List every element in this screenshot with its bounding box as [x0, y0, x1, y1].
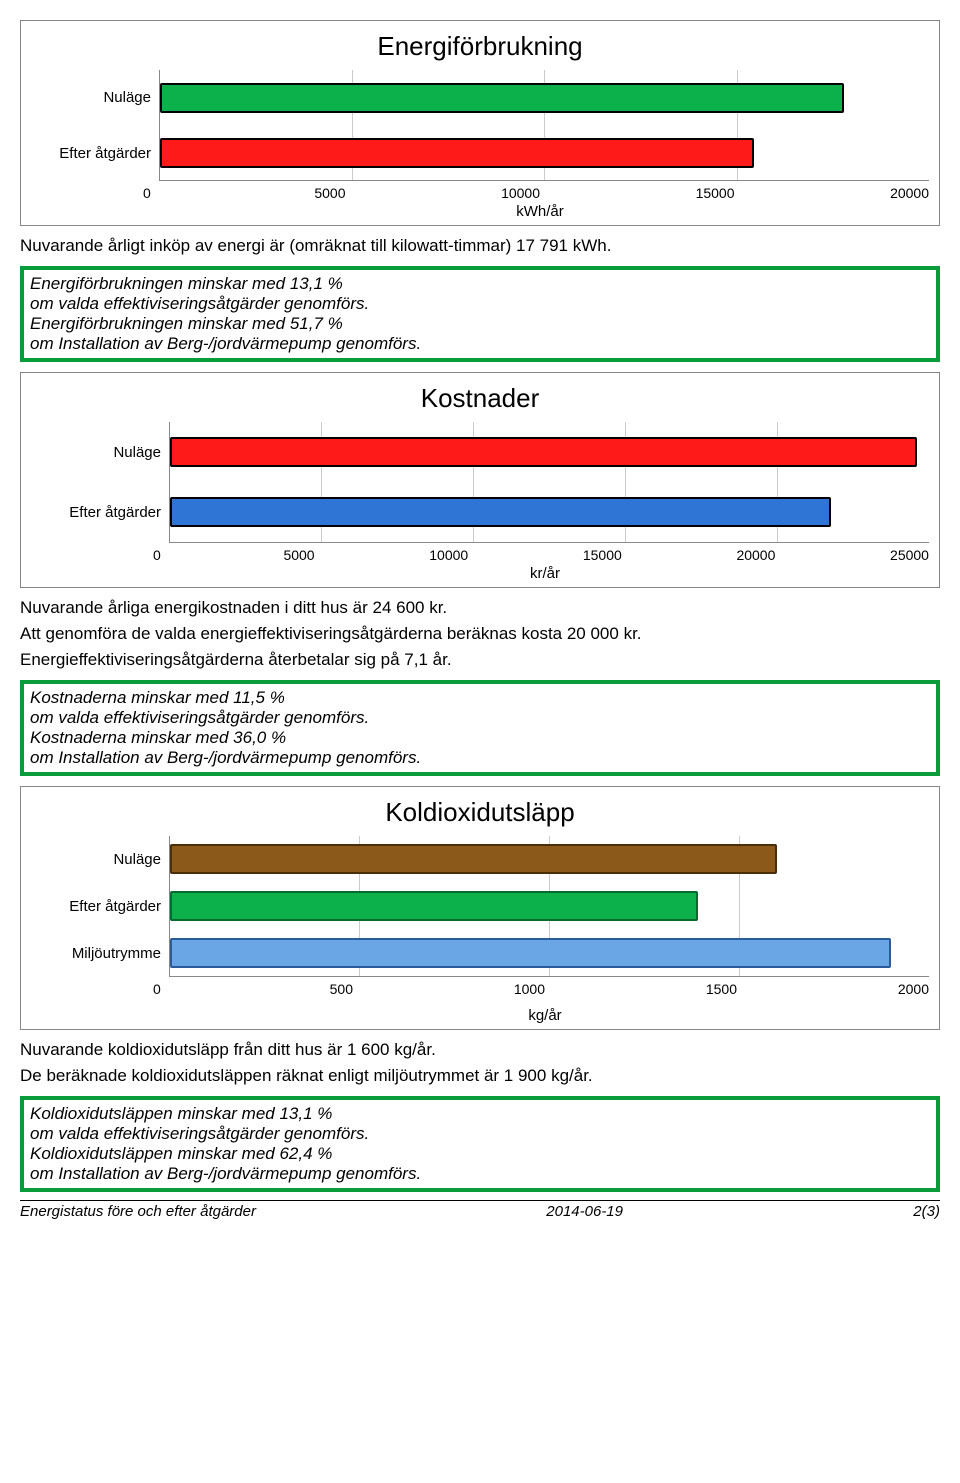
chart-category-label: Efter åtgärder [31, 493, 161, 533]
text-cost-payback: Energieffektiviseringsåtgärderna återbet… [20, 650, 940, 670]
chart-ylabels: Nuläge Efter åtgärder [31, 70, 159, 181]
chart-category-label: Nuläge [31, 432, 161, 472]
chart-xtick: 2000 [737, 981, 929, 997]
chart-xticks: 0500100015002000 [161, 981, 929, 997]
chart-xtick: 20000 [735, 185, 930, 201]
summary-line: Koldioxidutsläppen minskar med 62,4 % [30, 1144, 930, 1164]
chart-co2: Koldioxidutsläpp Nuläge Efter åtgärder Mil… [20, 786, 940, 1030]
text-co2-env: De beräknade koldioxidutsläppen räknat e… [20, 1066, 940, 1086]
chart-xtick: 5000 [151, 185, 346, 201]
footer-left: Energistatus före och efter åtgärder [20, 1203, 256, 1220]
chart-category-label: Efter åtgärder [31, 133, 151, 173]
summary-box-co2: Koldioxidutsläppen minskar med 13,1 %om … [20, 1096, 940, 1192]
chart-xtick: 500 [161, 981, 353, 997]
summary-line: om Installation av Berg-/jordvärmepump g… [30, 1164, 930, 1184]
text-energy-current: Nuvarande årligt inköp av energi är (omr… [20, 236, 940, 256]
chart-plot [159, 70, 929, 181]
text-cost-invest: Att genomföra de valda energieffektivise… [20, 624, 940, 644]
chart-bar [170, 938, 891, 968]
chart-xtick: 5000 [161, 547, 315, 563]
text-cost-current: Nuvarande årliga energikostnaden i ditt … [20, 598, 940, 618]
chart-bar [170, 844, 777, 874]
chart-category-label: Miljöutrymme [31, 934, 161, 974]
summary-line: om valda effektiviseringsåtgärder genomf… [30, 708, 544, 728]
summary-line: om valda effektiviseringsåtgärder genomf… [30, 1124, 930, 1144]
chart-plot [169, 836, 929, 977]
summary-line: Kostnaderna minskar med 36,0 % [30, 728, 544, 748]
chart-xtick: 10000 [346, 185, 541, 201]
chart-xtick: 1500 [545, 981, 737, 997]
chart-xlabel: kWh/år [151, 203, 929, 220]
chart-ylabels: Nuläge Efter åtgärder Miljöutrymme [31, 836, 169, 977]
chart-cost: Kostnader NulägeEfter åtgärder 050001000… [20, 372, 940, 588]
chart-plot [169, 422, 929, 543]
summary-line: om valda effektiviseringsåtgärder genomf… [30, 294, 544, 314]
chart-xtick: 15000 [540, 185, 735, 201]
summary-line: Energiförbrukningen minskar med 13,1 % [30, 274, 544, 294]
chart-category-label: Efter åtgärder [31, 887, 161, 927]
footer-date: 2014-06-19 [546, 1203, 623, 1220]
chart-xtick: 20000 [622, 547, 776, 563]
chart-xticks: 05000100001500020000 [151, 185, 929, 201]
chart-xlabel: kr/år [161, 565, 929, 582]
chart-bar [170, 497, 831, 527]
chart-bar [170, 891, 698, 921]
chart-bar [160, 138, 754, 168]
chart-title: Energiförbrukning [31, 31, 929, 62]
footer-page: 2(3) [913, 1203, 940, 1220]
summary-line: om Installation av Berg-/jordvärmepump g… [30, 748, 544, 768]
chart-category-label: Nuläge [31, 78, 151, 118]
summary-box-energy: Energiförbrukningen minskar med 13,1 %om… [20, 266, 940, 362]
chart-xticks: 0500010000150002000025000 [161, 547, 929, 563]
chart-xlabel: kg/år [161, 1007, 929, 1024]
chart-ylabels: Nuläge Efter åtgärder [31, 422, 169, 543]
summary-line: Kostnaderna minskar med 11,5 % [30, 688, 544, 708]
chart-xtick: 25000 [775, 547, 929, 563]
chart-bar [160, 83, 844, 113]
chart-xtick: 1000 [353, 981, 545, 997]
chart-title: Kostnader [31, 383, 929, 414]
chart-xtick: 10000 [315, 547, 469, 563]
summary-box-cost: Kostnaderna minskar med 11,5 %om valda e… [20, 680, 940, 776]
chart-bar [170, 437, 917, 467]
summary-line: om Installation av Berg-/jordvärmepump g… [30, 334, 544, 354]
summary-line: Koldioxidutsläppen minskar med 13,1 % [30, 1104, 930, 1124]
chart-title: Koldioxidutsläpp [31, 797, 929, 828]
chart-energy: Energiförbrukning NulägeEfter åtgärder 0… [20, 20, 940, 226]
summary-line: Energiförbrukningen minskar med 51,7 % [30, 314, 544, 334]
chart-xtick: 15000 [468, 547, 622, 563]
text-co2-current: Nuvarande koldioxidutsläpp från ditt hus… [20, 1040, 940, 1060]
page-footer: Energistatus före och efter åtgärder 201… [20, 1200, 940, 1220]
chart-category-label: Nuläge [31, 840, 161, 880]
